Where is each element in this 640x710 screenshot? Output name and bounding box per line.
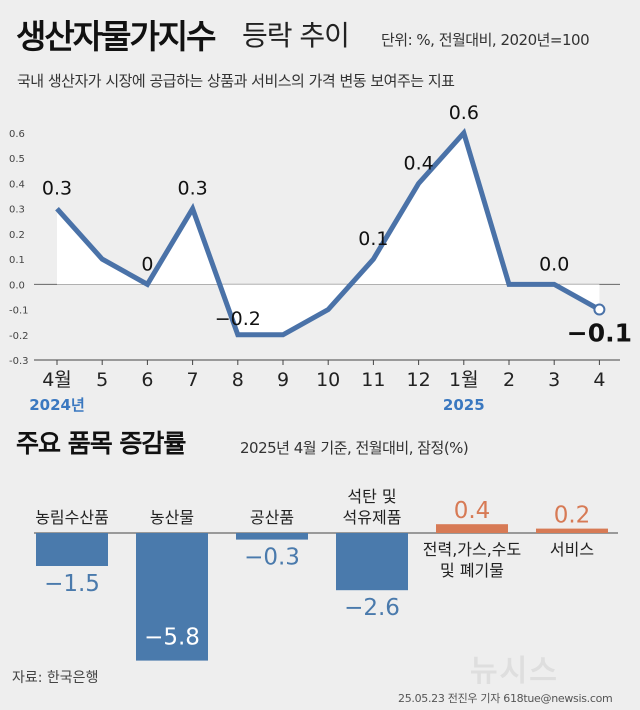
bar [36, 533, 108, 566]
bar-value-label: −1.5 [44, 571, 100, 597]
x-tick-label: 9 [277, 369, 289, 391]
bar-category-label: 및 폐기물 [440, 561, 504, 580]
bar-category-label: 전력,가스,수도 [423, 540, 522, 559]
year-label: 2024년 [29, 396, 85, 414]
x-tick-label: 4 [593, 369, 605, 391]
x-tick-label: 2 [503, 369, 515, 391]
data-label: 0.6 [449, 102, 479, 124]
bar [536, 528, 608, 533]
bar [436, 524, 508, 533]
x-tick-label: 7 [187, 369, 199, 391]
area-fill [57, 133, 600, 335]
y-tick-label: 0.5 [9, 154, 25, 165]
bar [136, 533, 208, 661]
unit-note: 단위: %, 전월대비, 2020년=100 [381, 31, 590, 49]
data-label: 0.0 [539, 253, 569, 275]
x-tick-label: 4월 [42, 369, 72, 391]
credit-note: 25.05.23 전진우 기자 618tue@newsis.com [398, 692, 613, 705]
line-chart: 0.6 0.5 0.4 0.3 0.2 0.1 0.0 -0.1 -0.2 -0.3 4월 5 6 7 8 9… [9, 102, 632, 414]
y-tick-label: -0.2 [9, 331, 29, 342]
data-label: 0.3 [42, 178, 72, 200]
y-tick-label: 0.4 [9, 179, 25, 190]
last-point-marker [593, 303, 606, 316]
data-label: 0 [141, 253, 153, 275]
data-label: 0.4 [403, 152, 433, 174]
x-tick-label: 11 [361, 369, 385, 391]
page-subtitle: 등락 추이 [242, 19, 350, 52]
x-tick-label: 3 [548, 369, 560, 391]
bar-category-label: 석유제품 [343, 508, 402, 527]
y-tick-label: 0.1 [9, 255, 25, 266]
x-tick-label: 1월 [449, 369, 479, 391]
series-line [55, 128, 601, 338]
bar-chart-subtitle: 2025년 4월 기준, 전월대비, 잠정(%) [240, 439, 469, 457]
bar-chart-title: 주요 품목 증감률 [16, 429, 186, 458]
newsis-logo: 뉴시스 [470, 654, 559, 689]
y-tick-label: -0.3 [9, 356, 29, 367]
x-tick-label: 6 [141, 369, 153, 391]
data-label: −0.2 [215, 308, 261, 330]
y-tick-label: -0.1 [9, 306, 29, 317]
bar-value-label: 0.2 [554, 503, 591, 529]
bar-category-label: 농림수산품 [35, 508, 109, 527]
bar-category-label: 공산품 [250, 508, 294, 527]
x-tick-label: 8 [232, 369, 244, 391]
x-tick-label: 10 [316, 369, 340, 391]
bar [336, 533, 408, 591]
data-label: 0.3 [177, 178, 207, 200]
bar [236, 533, 308, 540]
y-tick-label: 0.6 [9, 129, 25, 140]
page-title: 생산자물가지수 [16, 17, 217, 56]
y-tick-label: 0.0 [9, 280, 25, 291]
bar-category-label: 서비스 [550, 540, 594, 559]
bar-value-label: −5.8 [144, 625, 200, 651]
x-tick-label: 5 [96, 369, 108, 391]
bar-category-label: 석탄 및 [347, 487, 396, 506]
y-tick-label: 0.2 [9, 230, 25, 241]
bar-value-label: −0.3 [244, 545, 300, 571]
bar-value-label: −2.6 [344, 595, 400, 621]
x-tick-label: 12 [407, 369, 431, 391]
source-note: 자료: 한국은행 [12, 670, 99, 686]
data-label: −0.1 [567, 319, 632, 348]
y-tick-label: 0.3 [9, 205, 25, 216]
bar-value-label: 0.4 [454, 498, 491, 524]
description: 국내 생산자가 시장에 공급하는 상품과 서비스의 가격 변동 보여주는 지표 [17, 72, 455, 90]
year-label: 2025 [443, 396, 485, 414]
data-label: 0.1 [358, 228, 388, 250]
bar-category-label: 농산물 [150, 508, 194, 527]
